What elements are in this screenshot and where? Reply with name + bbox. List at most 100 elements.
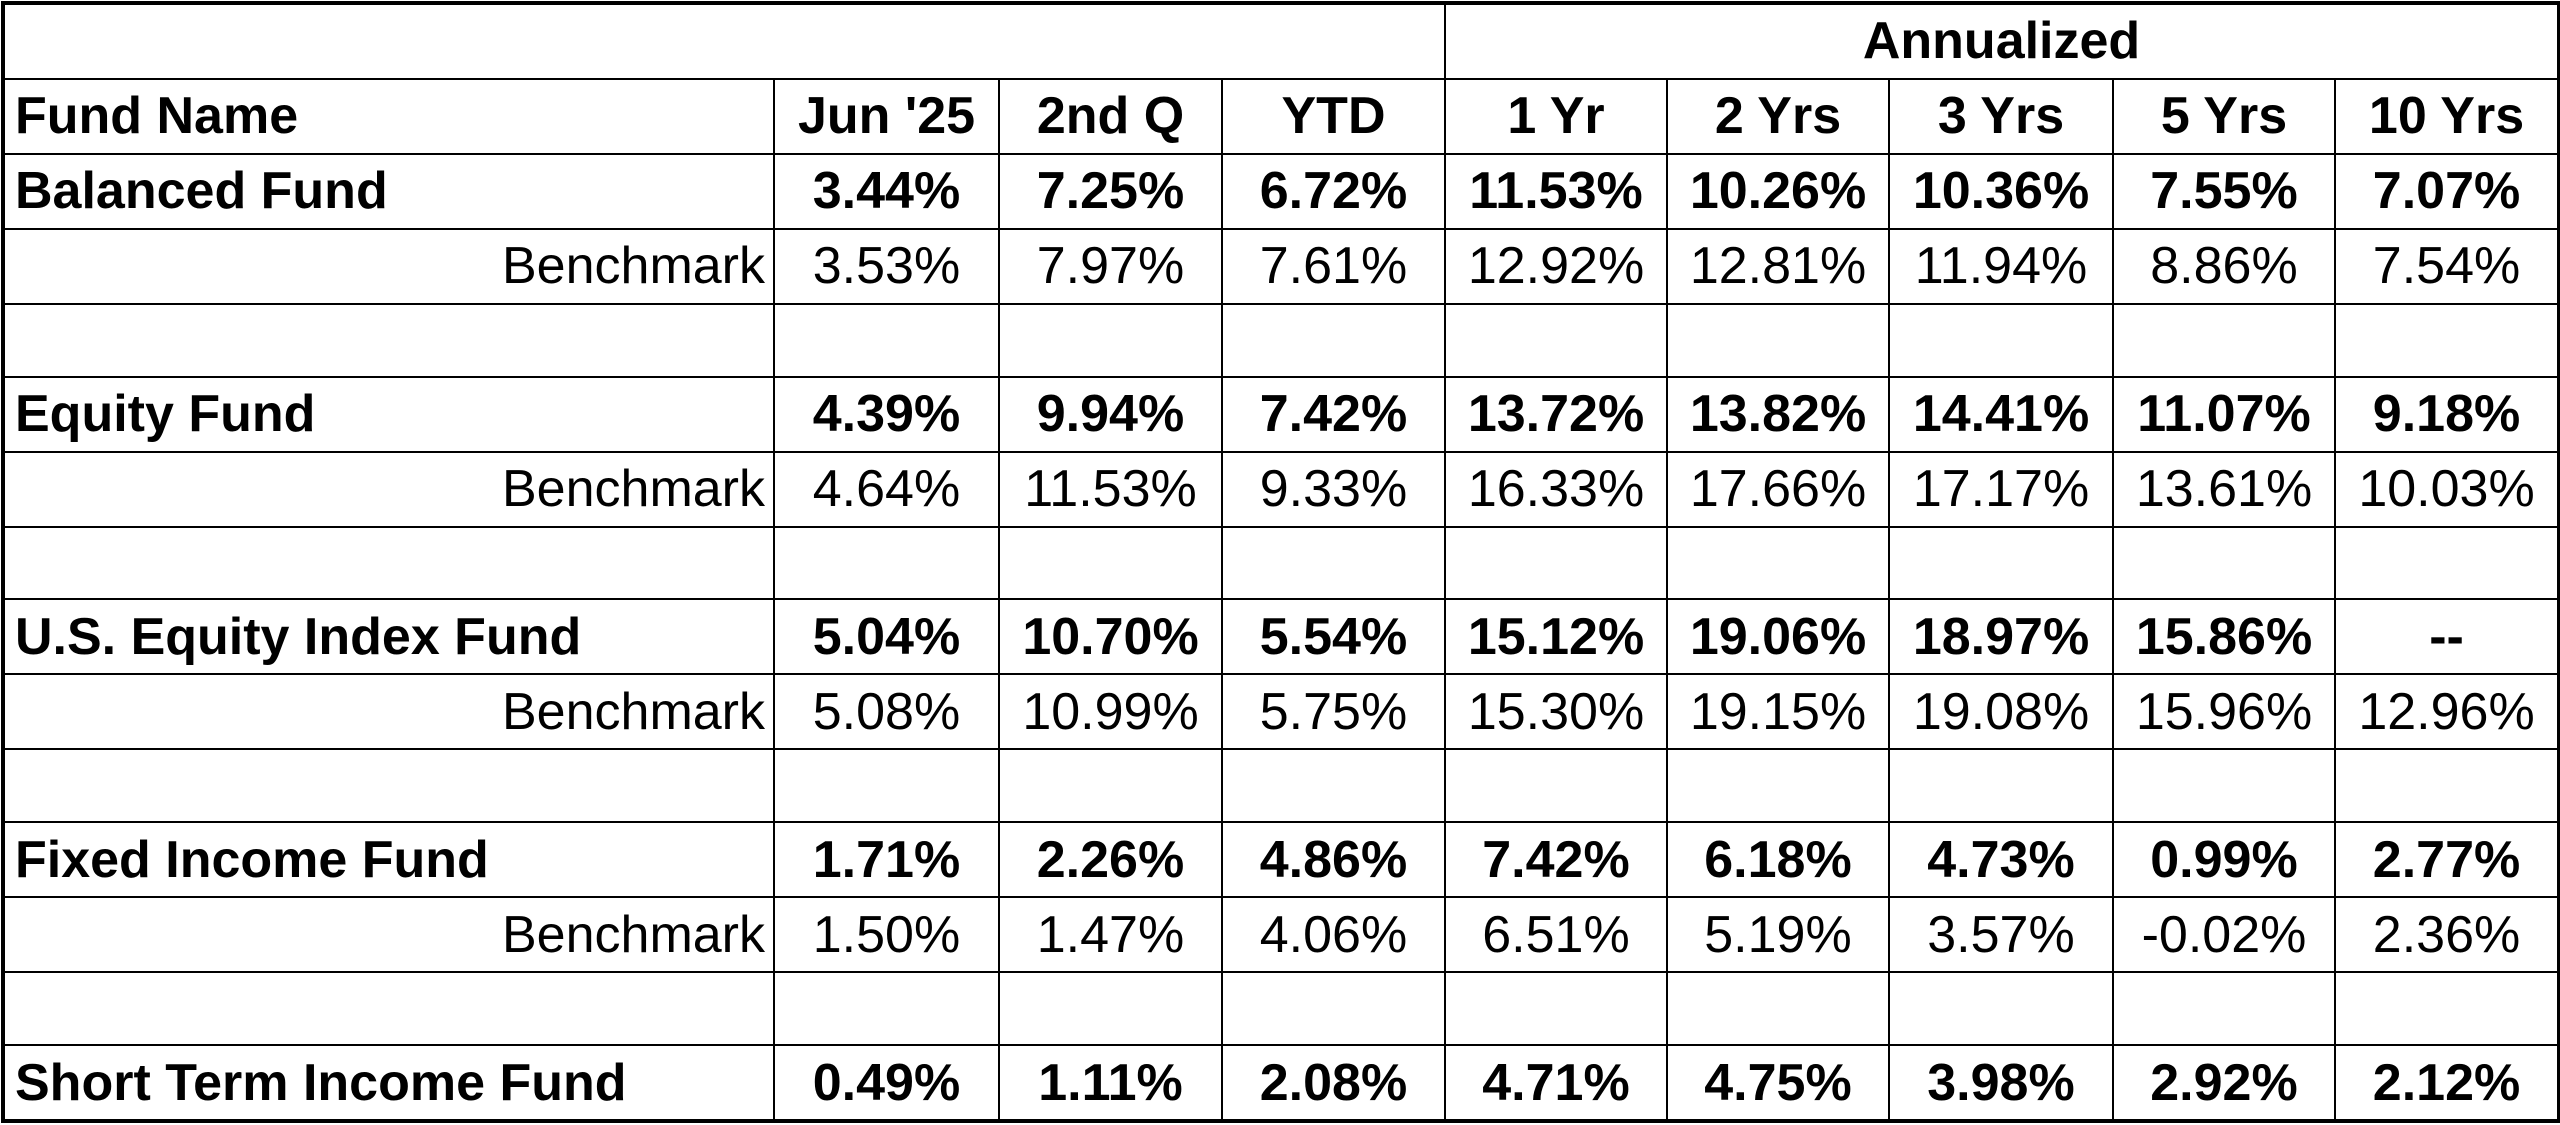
fund-return-cell: 6.72% (1221, 152, 1446, 230)
empty-cell (1221, 525, 1446, 601)
fund-name: Short Term Income Fund (3, 1044, 775, 1121)
benchmark-label: Benchmark (3, 450, 775, 528)
benchmark-return-cell: 7.97% (998, 227, 1223, 305)
empty-cell (1444, 748, 1668, 824)
fund-return-cell: 10.36% (1888, 152, 2114, 230)
benchmark-row: Benchmark 3.53% 7.97% 7.61% 12.92% 12.81% 11.9… (3, 227, 2560, 305)
empty-cell (2333, 748, 2560, 824)
fund-name: Equity Fund (3, 375, 775, 453)
fund-return-cell: 11.53% (1444, 152, 1668, 230)
benchmark-return-cell: 17.17% (1888, 450, 2114, 528)
empty-cell (2112, 748, 2336, 824)
empty-cell (2112, 971, 2336, 1046)
column-header-fund-name: Fund Name (3, 77, 775, 155)
column-header-5yrs: 5 Yrs (2112, 77, 2336, 155)
benchmark-return-cell: 17.66% (1666, 450, 1890, 528)
empty-cell (3, 971, 775, 1046)
empty-cell (1221, 302, 1446, 378)
fund-return-cell: 1.11% (998, 1044, 1223, 1121)
benchmark-return-cell: 15.96% (2112, 673, 2336, 751)
benchmark-return-cell: 11.94% (1888, 227, 2114, 305)
empty-cell (1888, 971, 2114, 1046)
fund-row: Fixed Income Fund 1.71% 2.26% 4.86% 7.42% 6.1… (3, 821, 2560, 899)
empty-cell (2333, 971, 2560, 1046)
spacer-row (3, 302, 2560, 378)
fund-name: Balanced Fund (3, 152, 775, 230)
empty-cell (1444, 971, 1668, 1046)
benchmark-return-cell: 5.19% (1666, 896, 1890, 974)
fund-return-cell: 13.82% (1666, 375, 1890, 453)
fund-return-cell: 7.07% (2333, 152, 2560, 230)
benchmark-row: Benchmark 5.08% 10.99% 5.75% 15.30% 19.15% 19.… (3, 673, 2560, 751)
benchmark-return-cell: 4.64% (773, 450, 1000, 528)
fund-return-cell: 15.86% (2112, 598, 2336, 676)
benchmark-return-cell: 16.33% (1444, 450, 1668, 528)
benchmark-label: Benchmark (3, 896, 775, 974)
spacer-row (3, 971, 2560, 1046)
fund-return-cell: 7.42% (1444, 821, 1668, 899)
fund-name: Fixed Income Fund (3, 821, 775, 899)
benchmark-return-cell: 3.57% (1888, 896, 2114, 974)
fund-return-cell: 9.94% (998, 375, 1223, 453)
fund-return-cell: 10.26% (1666, 152, 1890, 230)
benchmark-return-cell: 7.54% (2333, 227, 2560, 305)
fund-return-cell: 4.86% (1221, 821, 1446, 899)
benchmark-return-cell: 1.50% (773, 896, 1000, 974)
fund-return-cell: 10.70% (998, 598, 1223, 676)
fund-name: U.S. Equity Index Fund (3, 598, 775, 676)
empty-cell (1221, 971, 1446, 1046)
empty-cell (1444, 525, 1668, 601)
fund-return-cell: 4.39% (773, 375, 1000, 453)
fund-return-cell: 2.92% (2112, 1044, 2336, 1121)
spacer-row (3, 748, 2560, 824)
benchmark-return-cell: 19.15% (1666, 673, 1890, 751)
empty-cell (1666, 525, 1890, 601)
empty-cell (3, 525, 775, 601)
fund-return-cell: 7.42% (1221, 375, 1446, 453)
benchmark-return-cell: 11.53% (998, 450, 1223, 528)
empty-cell (998, 748, 1223, 824)
fund-return-cell: 2.26% (998, 821, 1223, 899)
fund-return-cell: 7.25% (998, 152, 1223, 230)
benchmark-return-cell: 9.33% (1221, 450, 1446, 528)
benchmark-return-cell: 6.51% (1444, 896, 1668, 974)
fund-return-cell: 19.06% (1666, 598, 1890, 676)
column-header-1yr: 1 Yr (1444, 77, 1668, 155)
column-header-2nd-q: 2nd Q (998, 77, 1223, 155)
column-header-10yrs: 10 Yrs (2333, 77, 2560, 155)
empty-cell (773, 971, 1000, 1046)
annualized-header: Annualized (1443, 3, 2560, 80)
benchmark-return-cell: 4.06% (1221, 896, 1446, 974)
empty-cell (1888, 302, 2114, 378)
fund-row: Balanced Fund 3.44% 7.25% 6.72% 11.53% 10.26%… (3, 152, 2560, 230)
benchmark-return-cell: 12.81% (1666, 227, 1890, 305)
benchmark-return-cell: 1.47% (998, 896, 1223, 974)
benchmark-return-cell: 19.08% (1888, 673, 2114, 751)
fund-return-cell: 2.12% (2333, 1044, 2560, 1121)
column-header-jun: Jun '25 (773, 77, 1000, 155)
benchmark-row: Benchmark 4.64% 11.53% 9.33% 16.33% 17.66% 17.… (3, 450, 2560, 528)
benchmark-return-cell: 7.61% (1221, 227, 1446, 305)
fund-return-cell: 2.08% (1221, 1044, 1446, 1121)
fund-return-cell: 14.41% (1888, 375, 2114, 453)
empty-cell (2112, 302, 2336, 378)
empty-cell (1888, 748, 2114, 824)
fund-return-cell: 6.18% (1666, 821, 1890, 899)
empty-cell (773, 525, 1000, 601)
benchmark-return-cell: 13.61% (2112, 450, 2336, 528)
empty-cell (3, 748, 775, 824)
fund-return-cell: 18.97% (1888, 598, 2114, 676)
fund-return-cell: 4.71% (1444, 1044, 1668, 1121)
empty-cell (1444, 302, 1668, 378)
empty-cell (3, 302, 775, 378)
fund-return-cell: 5.04% (773, 598, 1000, 676)
benchmark-return-cell: 12.96% (2333, 673, 2560, 751)
column-header-row: Fund Name Jun '25 2nd Q YTD 1 Yr 2 Yrs 3… (3, 77, 2560, 155)
empty-cell (998, 302, 1223, 378)
spacer-row (3, 525, 2560, 601)
empty-cell (998, 971, 1223, 1046)
column-header-ytd: YTD (1221, 77, 1446, 155)
empty-cell (1221, 748, 1446, 824)
